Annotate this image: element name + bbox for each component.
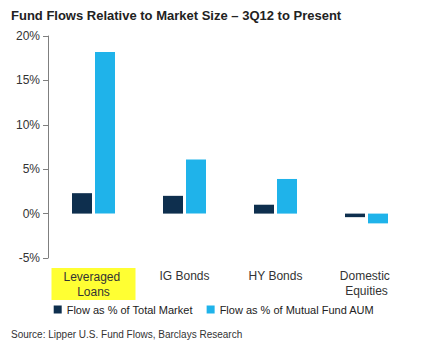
svg-text:-5%: -5% — [19, 251, 41, 265]
svg-text:Flow as % of Mutual Fund AUM: Flow as % of Mutual Fund AUM — [220, 304, 374, 316]
svg-text:Equities: Equities — [345, 284, 388, 298]
svg-text:10%: 10% — [16, 118, 40, 132]
svg-text:Fund Flows Relative to Market: Fund Flows Relative to Market Size – 3Q1… — [11, 8, 342, 23]
svg-text:5%: 5% — [23, 162, 41, 176]
svg-text:HY Bonds: HY Bonds — [249, 269, 303, 283]
svg-text:20%: 20% — [16, 29, 40, 43]
svg-text:IG Bonds: IG Bonds — [159, 269, 209, 283]
svg-text:Domestic: Domestic — [340, 269, 393, 283]
svg-text:15%: 15% — [16, 73, 40, 87]
svg-text:Source: Lipper U.S. Fund Flows: Source: Lipper U.S. Fund Flows, Barclays… — [11, 329, 242, 340]
svg-text:Loans: Loans — [77, 285, 110, 299]
svg-text:Leveraged: Leveraged — [63, 270, 123, 284]
svg-text:Flow as % of Total Market: Flow as % of Total Market — [67, 304, 193, 316]
svg-text:0%: 0% — [23, 207, 41, 221]
